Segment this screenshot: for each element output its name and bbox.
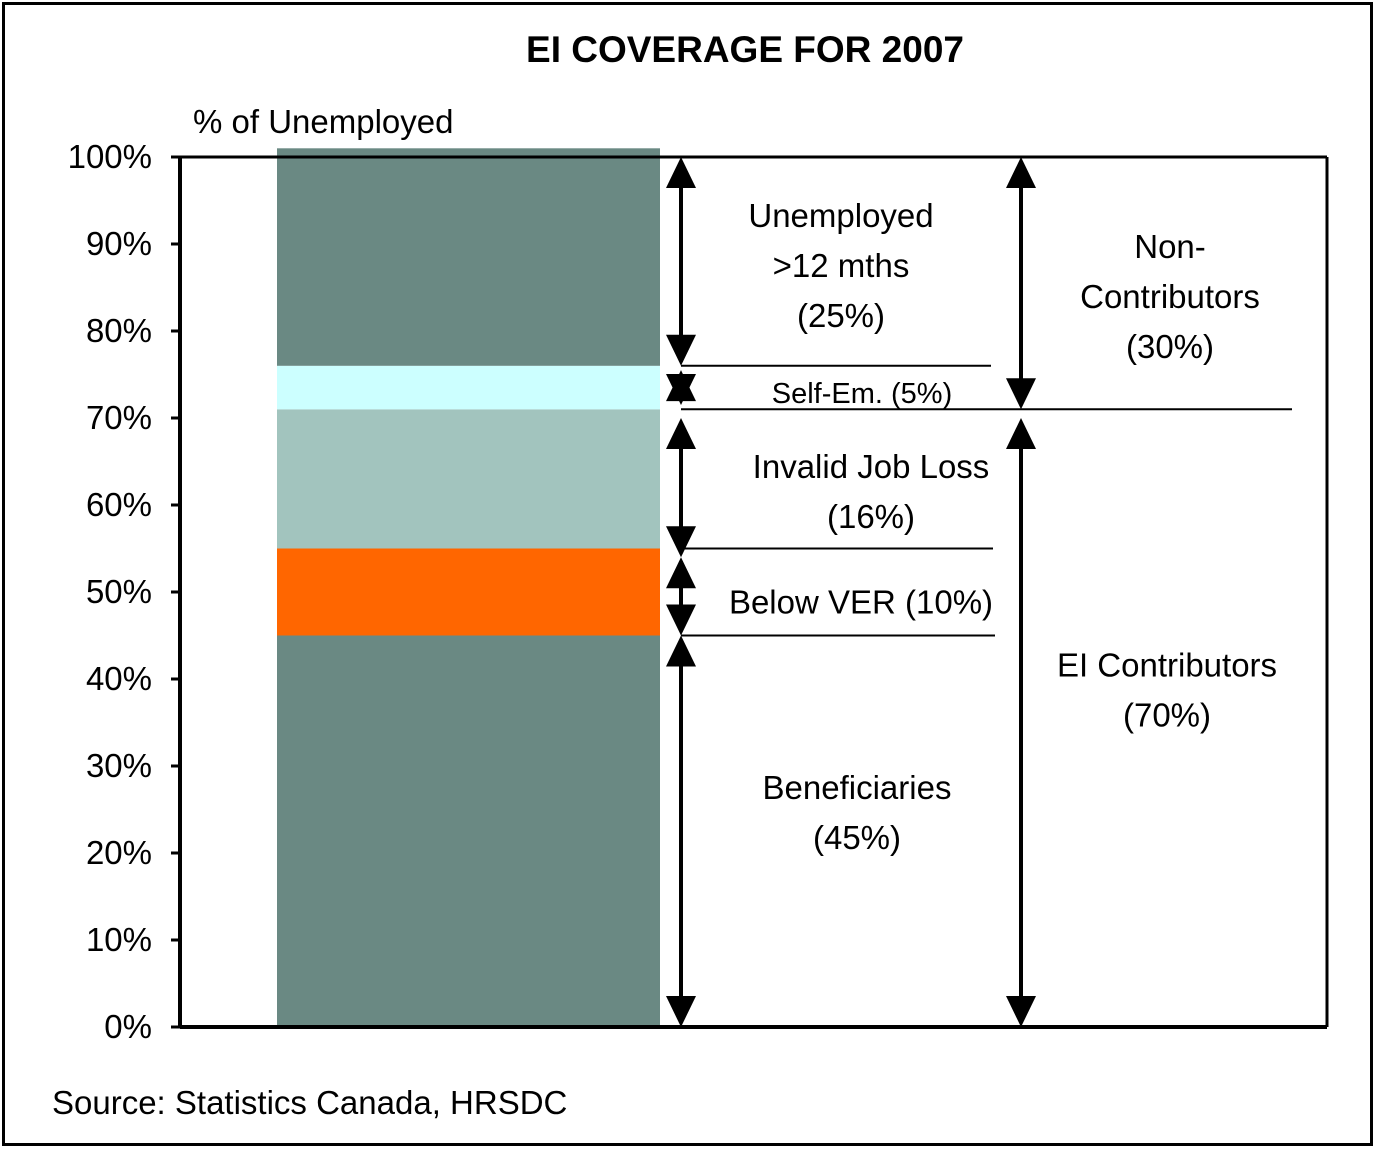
- y-tick-label: 60%: [86, 486, 152, 523]
- arrow-ei-contributors: [1006, 418, 1036, 1027]
- y-tick-label: 100%: [68, 138, 152, 175]
- arrow-self-em-head-down: [666, 373, 696, 405]
- arrow-unemployed-12: [666, 157, 696, 366]
- y-tick-label: 80%: [86, 312, 152, 349]
- label-beneficiaries-line-2: (45%): [813, 819, 901, 856]
- label-invalid-job-loss-line-2: (16%): [827, 498, 915, 535]
- arrow-below-ver-head-down: [666, 604, 696, 636]
- label-non-contributors-line-3: (30%): [1126, 328, 1214, 365]
- bar-segment-unemployed-12-mths: [277, 148, 660, 366]
- arrow-unemployed-12-head-up: [666, 157, 696, 188]
- y-tick-label: 10%: [86, 921, 152, 958]
- arrow-below-ver-head-up: [666, 557, 696, 589]
- arrow-invalid-job-loss-head-up: [666, 418, 696, 449]
- arrow-beneficiaries-head-up: [666, 635, 696, 667]
- arrow-ei-contributors-head-down: [1006, 996, 1036, 1027]
- arrow-below-ver: [666, 557, 696, 636]
- label-unemployed-12-line-1: Unemployed: [748, 197, 933, 234]
- arrow-non-contributors-head-up: [1006, 157, 1036, 188]
- label-non-contributors-line-2: Contributors: [1080, 278, 1260, 315]
- y-axis-label: % of Unemployed: [193, 103, 453, 140]
- label-self-em-line-1: Self-Em. (5%): [772, 378, 952, 410]
- chart-title: EI COVERAGE FOR 2007: [526, 29, 964, 70]
- arrow-non-contributors: [1006, 157, 1036, 410]
- source-note: Source: Statistics Canada, HRSDC: [52, 1084, 567, 1121]
- bar-segment-self-em: [277, 365, 660, 410]
- arrow-beneficiaries: [666, 635, 696, 1027]
- bar-segment-below-ver: [277, 548, 660, 636]
- bar-segment-invalid-job-loss: [277, 409, 660, 549]
- y-tick-label: 20%: [86, 834, 152, 871]
- label-non-contributors-line-1: Non-: [1134, 228, 1206, 265]
- y-tick-label: 30%: [86, 747, 152, 784]
- y-tick-label: 0%: [104, 1008, 152, 1045]
- y-tick-label: 70%: [86, 399, 152, 436]
- arrow-self-em: [666, 370, 696, 405]
- arrow-beneficiaries-head-down: [666, 996, 696, 1027]
- arrow-ei-contributors-head-up: [1006, 418, 1036, 449]
- label-beneficiaries-line-1: Beneficiaries: [763, 769, 952, 806]
- label-invalid-job-loss-line-1: Invalid Job Loss: [753, 448, 990, 485]
- arrow-invalid-job-loss: [666, 418, 696, 558]
- arrow-non-contributors-head-down: [1006, 378, 1036, 410]
- arrow-invalid-job-loss-head-down: [666, 526, 696, 558]
- label-below-ver-line-1: Below VER (10%): [729, 584, 993, 621]
- bar-segment-beneficiaries: [277, 635, 660, 1027]
- arrow-unemployed-12-head-down: [666, 334, 696, 366]
- label-ei-contributors-line-1: EI Contributors: [1057, 646, 1277, 683]
- y-tick-label: 40%: [86, 660, 152, 697]
- label-ei-contributors-line-2: (70%): [1123, 696, 1211, 733]
- y-tick-label: 90%: [86, 225, 152, 262]
- label-unemployed-12-line-2: >12 mths: [773, 247, 910, 284]
- label-unemployed-12-line-3: (25%): [797, 297, 885, 334]
- y-tick-label: 50%: [86, 573, 152, 610]
